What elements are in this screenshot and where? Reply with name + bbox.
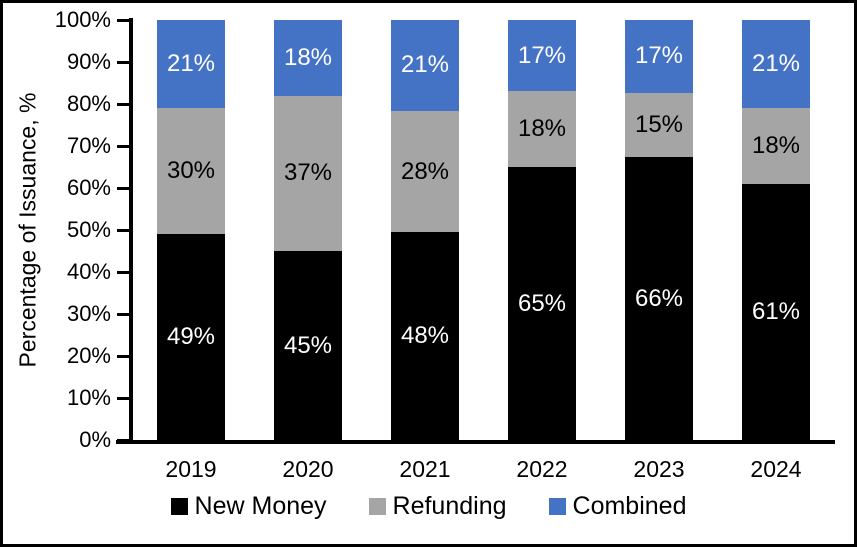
bar-2023-segment-new-money: 66% [625, 157, 693, 440]
bar-2022-segment-combined: 17% [508, 20, 576, 92]
y-tick-label: 40% [66, 259, 111, 284]
bar-2023-segment-refunding: 15% [625, 92, 693, 158]
bar-value-label: 28% [400, 157, 450, 185]
x-axis-line [116, 440, 835, 444]
y-tick-mark [117, 102, 130, 106]
x-axis-label: 2022 [516, 456, 568, 482]
legend-item-refunding: Refunding [368, 492, 507, 521]
bar-value-label: 66% [634, 284, 684, 312]
y-tick-label: 50% [66, 217, 111, 242]
y-axis-line [129, 18, 133, 444]
bar-value-label: 30% [166, 157, 216, 185]
bar-value-label: 15% [634, 110, 684, 138]
bar-value-label: 65% [517, 289, 567, 317]
legend-item-new-money: New Money [170, 492, 327, 521]
y-tick-label: 20% [66, 343, 111, 368]
bar-value-label: 61% [751, 297, 801, 325]
x-axis-label: 2024 [750, 456, 802, 482]
legend-label: Refunding [392, 492, 507, 520]
bar-2024-segment-refunding: 18% [742, 108, 810, 184]
y-tick-mark [117, 396, 130, 400]
bar-2021-segment-refunding: 28% [391, 110, 459, 233]
bar-value-label: 49% [166, 323, 216, 351]
y-tick-mark [117, 354, 130, 358]
x-axis-label: 2020 [282, 456, 334, 482]
bar-value-label: 37% [283, 159, 333, 187]
y-tick-mark [117, 144, 130, 148]
bar-2019-segment-combined: 21% [157, 20, 225, 109]
y-tick-label: 100% [54, 7, 111, 32]
y-tick-mark [117, 60, 130, 64]
bar-value-label: 17% [517, 41, 567, 69]
x-axis-label: 2021 [399, 456, 451, 482]
bar-value-label: 18% [517, 115, 567, 143]
bar-2019-segment-refunding: 30% [157, 108, 225, 235]
bar-2020-segment-new-money: 45% [274, 251, 342, 440]
y-tick-label: 60% [66, 175, 111, 200]
legend-item-combined: Combined [548, 492, 687, 521]
bar-value-label: 45% [283, 331, 333, 359]
bar-2021-segment-combined: 21% [391, 20, 459, 111]
legend-swatch [368, 498, 386, 515]
y-tick-mark [117, 312, 130, 316]
bar-value-label: 18% [283, 43, 333, 71]
x-axis-label: 2023 [633, 456, 685, 482]
bar-value-label: 18% [751, 131, 801, 159]
y-tick-label: 90% [66, 49, 111, 74]
y-tick-mark [117, 228, 130, 232]
legend-swatch [170, 498, 188, 515]
y-tick-label: 10% [66, 385, 111, 410]
legend-swatch [548, 498, 566, 515]
bar-2020-segment-refunding: 37% [274, 95, 342, 251]
bar-2019-segment-new-money: 49% [157, 234, 225, 440]
bar-2022-segment-refunding: 18% [508, 91, 576, 167]
bar-2023-segment-combined: 17% [625, 20, 693, 93]
y-tick-label: 70% [66, 133, 111, 158]
y-tick-mark [117, 18, 130, 22]
y-tick-mark [117, 186, 130, 190]
bar-value-label: 21% [400, 51, 450, 79]
y-tick-label: 80% [66, 91, 111, 116]
bar-2024-segment-combined: 21% [742, 20, 810, 109]
bar-2024-segment-new-money: 61% [742, 183, 810, 440]
bar-value-label: 17% [634, 42, 684, 70]
bar-value-label: 48% [400, 322, 450, 350]
y-tick-mark [117, 270, 130, 274]
y-tick-label: 30% [66, 301, 111, 326]
x-axis-label: 2019 [165, 456, 217, 482]
bar-value-label: 21% [751, 50, 801, 78]
legend-label: Combined [572, 492, 687, 520]
bar-2021-segment-new-money: 48% [391, 232, 459, 440]
bar-value-label: 21% [166, 50, 216, 78]
legend: New Money Refunding Combined [3, 492, 854, 521]
bar-2022-segment-new-money: 65% [508, 167, 576, 440]
y-tick-label: 0% [79, 427, 111, 452]
bar-2020-segment-combined: 18% [274, 20, 342, 96]
legend-label: New Money [194, 492, 327, 520]
